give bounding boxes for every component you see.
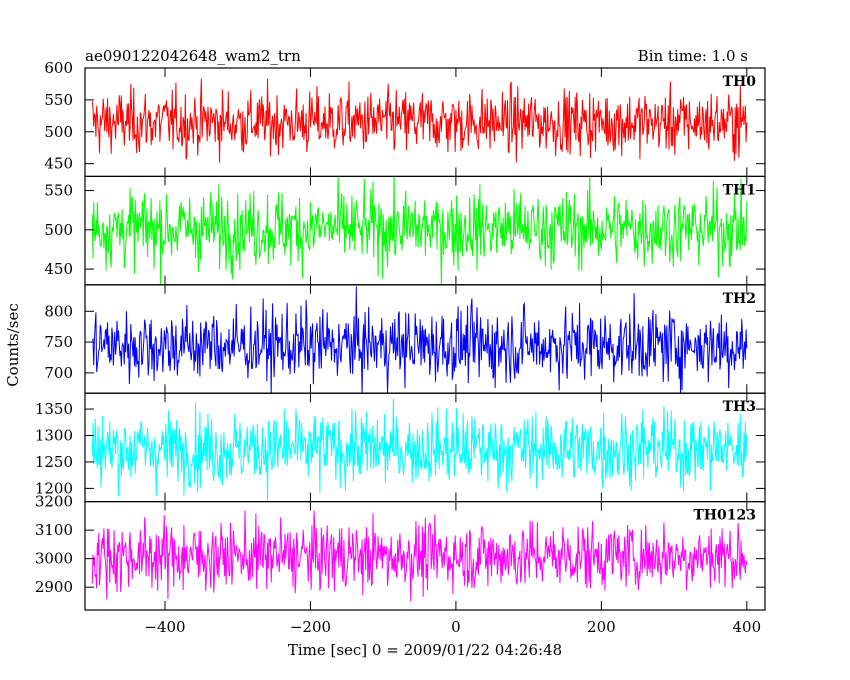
y-tick-label: 500: [44, 221, 73, 239]
x-tick-label: 0: [451, 618, 461, 636]
y-tick-label: 1350: [35, 400, 73, 418]
y-tick-label: 450: [44, 155, 73, 173]
panel-label: TH2: [723, 291, 756, 307]
x-tick-label: 400: [732, 618, 761, 636]
panel-label: TH0: [723, 74, 757, 90]
y-tick-label: 500: [44, 123, 73, 141]
panels-group: 450 500 550 600 TH0 450 500 550 TH1 700 750 800 TH2 1…: [35, 59, 766, 611]
panel-frame: [84, 501, 766, 611]
series-line-th3: [91, 398, 748, 501]
panel-th0123: 2900 3000 3100 3200 TH0123: [35, 493, 766, 611]
chart-title-left: ae090122042648_wam2_trn: [85, 47, 301, 65]
series-line-th1: [91, 176, 748, 285]
y-tick-label: 3200: [35, 493, 73, 511]
panel-label: TH1: [723, 182, 756, 198]
y-tick-label: 2900: [35, 578, 73, 596]
y-tick-label: 450: [44, 260, 73, 278]
y-tick-label: 3000: [35, 550, 73, 568]
y-tick-label: 800: [44, 302, 73, 320]
series-line-th0: [91, 78, 748, 163]
panel-label: TH0123: [693, 508, 756, 524]
y-tick-label: 700: [44, 364, 73, 382]
y-tick-label: 550: [44, 182, 73, 200]
y-tick-label: 1300: [35, 427, 73, 445]
y-tick-label: 1200: [35, 479, 73, 497]
panel-th0: 450 500 550 600 TH0: [44, 59, 766, 178]
y-tick-label: 3100: [35, 521, 73, 539]
y-tick-label: 550: [44, 91, 73, 109]
panel-th1: 450 500 550 TH1: [44, 175, 766, 286]
x-tick-label: −400: [144, 618, 185, 636]
panel-label: TH3: [723, 399, 756, 415]
x-tick-label: −200: [290, 618, 331, 636]
y-axis-label: Counts/sec: [4, 303, 22, 387]
y-tick-label: 1250: [35, 453, 73, 471]
y-tick-label: 750: [44, 333, 73, 351]
series-line-th0123: [91, 510, 748, 602]
x-axis-label: Time [sec] 0 = 2009/01/22 04:26:48: [288, 641, 562, 659]
x-tick-label: 200: [587, 618, 616, 636]
panel-th2: 700 750 800 TH2: [44, 284, 766, 394]
chart-title-right: Bin time: 1.0 s: [638, 47, 748, 65]
panel-th3: 1200 1250 1300 1350 TH3: [35, 392, 766, 503]
x-axis: −400 −200 0 200 400: [144, 618, 761, 636]
y-tick-label: 600: [44, 59, 73, 77]
series-line-th2: [91, 286, 748, 394]
